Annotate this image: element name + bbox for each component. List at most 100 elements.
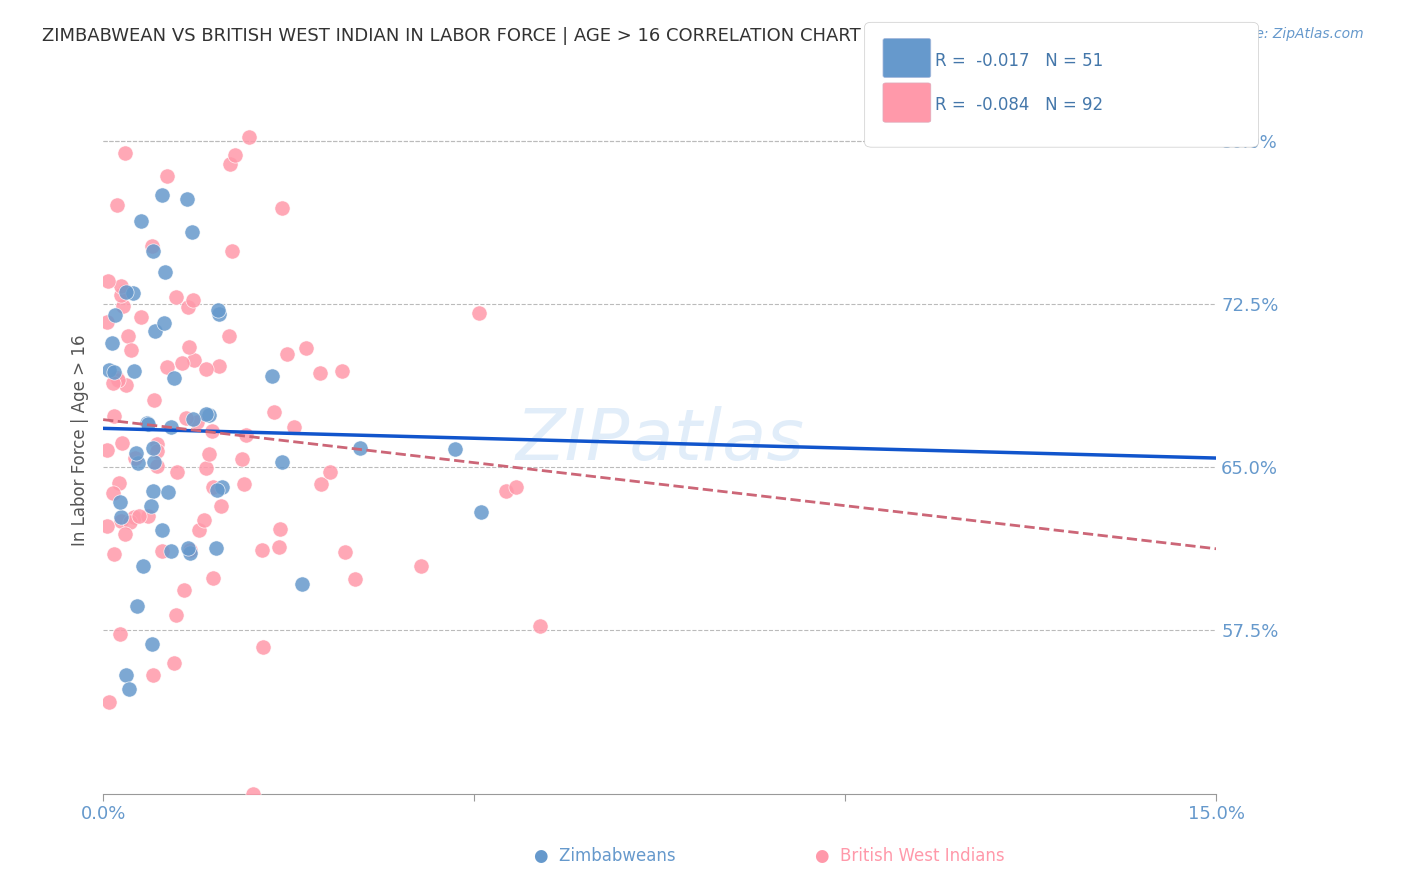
Point [127,599,149,613]
Point [100,336,122,351]
Point [468,306,491,320]
Point [176,192,198,206]
Point [156,359,179,374]
Point [194,407,217,421]
Point [115,667,138,681]
Point [111,299,134,313]
Point [136,416,159,430]
Point [267,540,290,554]
Point [129,310,152,324]
Point [110,278,132,293]
Point [111,436,134,450]
Point [283,420,305,434]
Point [103,485,125,500]
Point [198,446,221,460]
Point [505,480,527,494]
Point [132,559,155,574]
Point [122,286,145,301]
Point [221,244,243,258]
Point [141,239,163,253]
Point [349,441,371,455]
Point [128,509,150,524]
Point [155,169,177,184]
Point [159,543,181,558]
Y-axis label: In Labor Force | Age > 16: In Labor Force | Age > 16 [72,334,89,546]
Point [529,618,551,632]
Point [127,456,149,470]
Point [145,436,167,450]
Point [118,681,141,696]
Point [319,465,342,479]
Point [235,427,257,442]
Point [96,442,118,457]
Point [146,444,169,458]
Point [224,147,246,161]
Point [180,226,202,240]
Point [97,695,120,709]
Point [173,583,195,598]
Point [115,285,138,300]
Point [122,364,145,378]
Point [103,409,125,424]
Point [177,300,200,314]
Point [186,415,208,429]
Text: R =  -0.017   N = 51: R = -0.017 N = 51 [935,52,1104,70]
Point [207,483,229,497]
Point [207,303,229,318]
Point [103,547,125,561]
Point [129,213,152,227]
Point [114,146,136,161]
Point [409,559,432,574]
Point [96,315,118,329]
Point [110,509,132,524]
Point [201,571,224,585]
Text: ●  British West Indians: ● British West Indians [815,847,1005,865]
Point [219,157,242,171]
Point [179,546,201,560]
Point [103,376,125,390]
Point [174,411,197,425]
Point [110,288,132,302]
Point [142,455,165,469]
Point [201,424,224,438]
Point [291,577,314,591]
Point [207,359,229,373]
Point [176,541,198,555]
Point [333,544,356,558]
Text: ZIPatlas: ZIPatlas [515,406,804,475]
Text: ZIMBABWEAN VS BRITISH WEST INDIAN IN LABOR FORCE | AGE > 16 CORRELATION CHART: ZIMBABWEAN VS BRITISH WEST INDIAN IN LAB… [42,27,860,45]
Point [146,458,169,473]
Point [114,284,136,298]
Point [242,787,264,801]
Text: ●  Zimbabweans: ● Zimbabweans [534,847,676,865]
Point [114,526,136,541]
Point [276,347,298,361]
Point [181,412,204,426]
Point [153,265,176,279]
Point [142,668,165,682]
Point [495,484,517,499]
Point [141,637,163,651]
Point [108,627,131,641]
Point [152,316,174,330]
Point [110,514,132,528]
Point [142,244,165,258]
Point [233,477,256,491]
Point [271,455,294,469]
Point [308,366,330,380]
Point [141,441,163,455]
Point [208,307,231,321]
Point [163,370,186,384]
Point [105,371,128,385]
Point [103,365,125,379]
Point [211,480,233,494]
Point [181,293,204,307]
Point [97,362,120,376]
Point [122,509,145,524]
Point [198,408,221,422]
Point [105,198,128,212]
Point [124,450,146,465]
Point [238,130,260,145]
Point [143,325,166,339]
Point [195,461,218,475]
